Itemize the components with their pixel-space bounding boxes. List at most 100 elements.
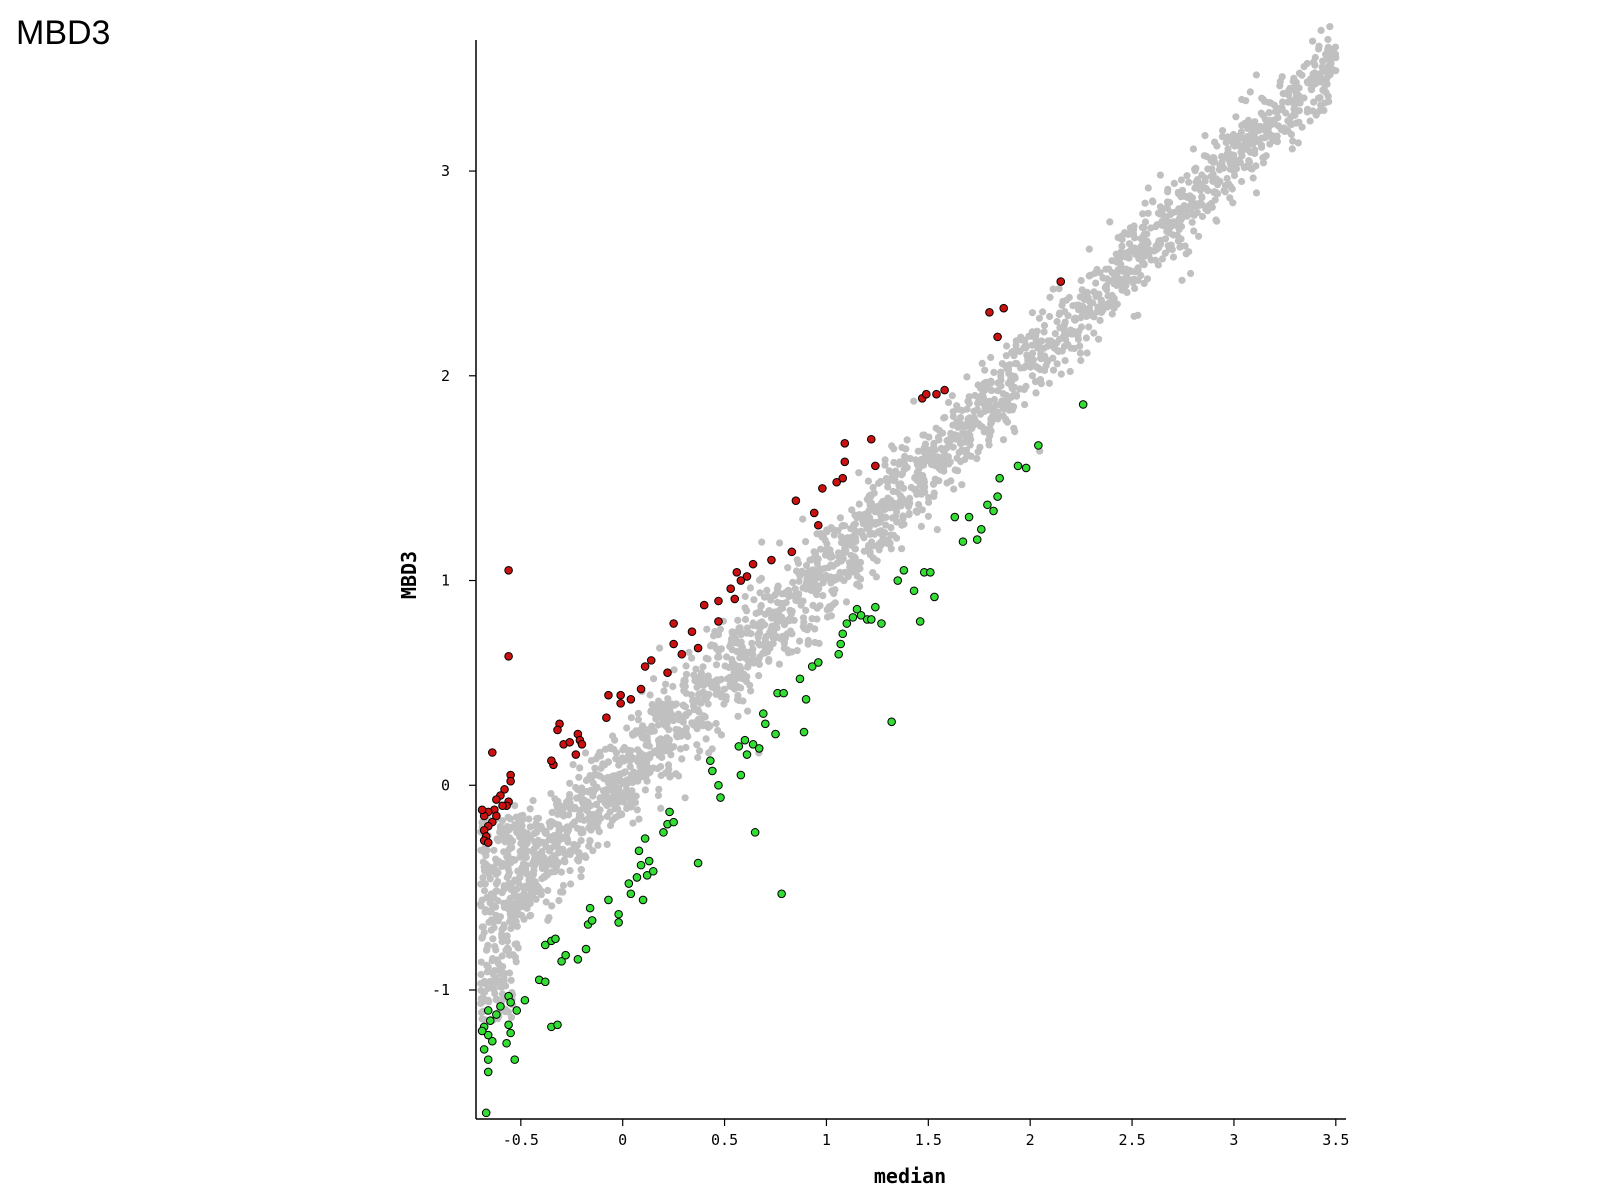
background-point xyxy=(558,825,566,833)
background-point xyxy=(494,877,502,886)
background-point xyxy=(1111,274,1119,283)
background-point xyxy=(821,546,830,554)
down-point xyxy=(983,500,992,510)
background-point xyxy=(641,786,650,794)
down-point xyxy=(561,950,570,960)
background-point xyxy=(1017,336,1025,344)
background-point xyxy=(544,886,552,895)
background-point xyxy=(492,855,500,863)
background-point xyxy=(981,366,989,374)
background-point xyxy=(572,783,580,792)
background-point xyxy=(937,444,945,452)
background-point xyxy=(919,431,927,439)
background-point xyxy=(1028,341,1036,349)
background-point xyxy=(795,577,803,585)
background-point xyxy=(653,746,661,755)
down-point xyxy=(487,1036,497,1046)
background-point xyxy=(1259,154,1267,162)
background-point xyxy=(650,709,658,717)
background-point xyxy=(567,880,575,888)
down-point xyxy=(807,662,817,671)
background-point xyxy=(864,477,873,485)
background-point xyxy=(583,787,591,796)
background-point xyxy=(1085,245,1093,253)
background-point xyxy=(497,970,505,978)
background-point xyxy=(813,591,821,599)
background-point xyxy=(1028,351,1036,359)
background-point xyxy=(1108,310,1116,318)
background-point xyxy=(840,577,848,585)
background-point xyxy=(837,557,845,565)
background-point xyxy=(498,817,506,825)
background-point xyxy=(498,930,506,938)
background-point xyxy=(1032,389,1040,397)
background-point xyxy=(851,545,859,553)
background-point xyxy=(761,635,769,643)
background-point xyxy=(1140,223,1148,232)
background-point xyxy=(726,642,734,651)
background-point xyxy=(855,469,863,477)
background-point xyxy=(1271,116,1279,124)
up-point xyxy=(500,785,509,794)
background-point xyxy=(765,656,773,664)
background-point xyxy=(692,665,700,673)
background-point xyxy=(746,584,755,592)
background-point xyxy=(1082,334,1090,342)
background-point xyxy=(1294,139,1302,147)
background-point xyxy=(630,768,638,776)
down-point xyxy=(551,934,560,944)
background-point xyxy=(1291,95,1299,103)
background-point xyxy=(646,751,654,759)
background-point xyxy=(999,412,1007,420)
background-point xyxy=(890,458,898,467)
up-point xyxy=(921,389,931,399)
x-tick-label: 3 xyxy=(1229,1131,1238,1149)
down-point xyxy=(899,565,909,575)
background-point xyxy=(496,828,504,836)
down-point xyxy=(740,735,750,745)
background-point xyxy=(677,745,685,753)
background-point xyxy=(965,399,973,407)
background-point xyxy=(963,405,971,413)
background-point xyxy=(575,773,583,781)
up-point xyxy=(483,838,493,847)
background-point xyxy=(1319,57,1327,65)
background-point xyxy=(490,924,498,932)
background-point xyxy=(1304,105,1312,113)
down-point xyxy=(693,858,703,868)
up-point xyxy=(993,332,1002,342)
background-point xyxy=(1049,285,1057,293)
down-point xyxy=(972,535,982,544)
background-point xyxy=(944,453,952,461)
background-point xyxy=(828,587,836,595)
background-point xyxy=(502,982,510,990)
background-point xyxy=(867,504,876,512)
background-point xyxy=(955,448,963,457)
background-point xyxy=(887,503,895,511)
background-point xyxy=(799,515,807,523)
down-point xyxy=(993,492,1002,501)
background-point xyxy=(565,826,573,834)
background-point xyxy=(483,846,491,854)
background-point xyxy=(712,719,720,728)
background-point xyxy=(521,882,529,891)
background-point xyxy=(583,800,591,808)
background-point xyxy=(940,414,948,422)
background-point xyxy=(901,460,909,468)
background-point xyxy=(796,637,804,645)
background-point xyxy=(837,533,845,541)
background-point xyxy=(802,569,810,578)
background-point xyxy=(920,444,928,452)
up-point xyxy=(791,496,801,505)
background-point xyxy=(490,863,498,871)
background-point xyxy=(546,823,554,831)
background-point xyxy=(1166,211,1174,219)
background-point xyxy=(915,501,923,509)
background-point xyxy=(1278,73,1286,81)
y-axis-label: MBD3 xyxy=(397,551,421,599)
background-point xyxy=(881,529,889,537)
background-point xyxy=(802,606,810,615)
background-point xyxy=(971,391,979,400)
background-point xyxy=(851,511,859,519)
background-point xyxy=(544,916,552,924)
